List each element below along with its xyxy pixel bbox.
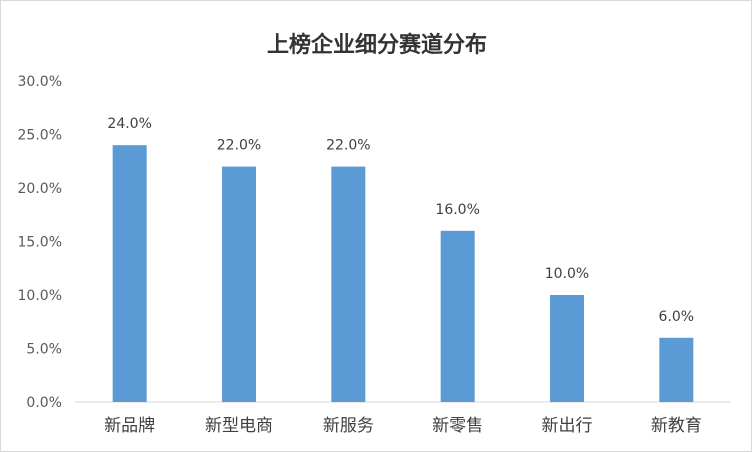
y-tick-label: 5.0% (26, 342, 62, 358)
y-tick-label: 20.0% (18, 181, 62, 197)
data-label-3: 22.0% (326, 138, 370, 154)
bar-6 (659, 337, 694, 402)
bars-group (112, 145, 694, 402)
data-label-4: 16.0% (435, 202, 479, 218)
bar-3 (331, 166, 366, 402)
bar-2 (222, 166, 256, 402)
data-label-1: 24.0% (107, 116, 151, 132)
category-label-2: 新型电商 (205, 416, 273, 436)
y-axis: 0.0% 5.0% 10.0% 15.0% 20.0% 25.0% 30.0% (18, 74, 62, 411)
chart-title: 上榜企业细分赛道分布 (267, 32, 487, 58)
y-tick-label: 0.0% (26, 395, 62, 411)
bar-4 (440, 230, 475, 402)
data-labels-group: 24.0% 22.0% 22.0% 16.0% 10.0% 6.0% (107, 116, 694, 325)
y-tick-label: 10.0% (18, 288, 62, 304)
data-label-2: 22.0% (217, 138, 261, 154)
bar-5 (550, 295, 584, 402)
category-label-6: 新教育 (651, 416, 702, 436)
category-labels-group: 新品牌 新型电商 新服务 新零售 新出行 新教育 (104, 416, 702, 436)
category-label-5: 新出行 (542, 416, 593, 436)
y-tick-label: 30.0% (18, 74, 62, 90)
data-label-5: 10.0% (545, 266, 589, 282)
category-label-4: 新零售 (432, 416, 483, 436)
bar-1 (112, 145, 147, 402)
category-label-1: 新品牌 (104, 416, 155, 436)
y-tick-label: 25.0% (18, 128, 62, 144)
y-tick-label: 15.0% (18, 235, 62, 251)
category-label-3: 新服务 (323, 416, 374, 436)
data-label-6: 6.0% (659, 309, 695, 325)
